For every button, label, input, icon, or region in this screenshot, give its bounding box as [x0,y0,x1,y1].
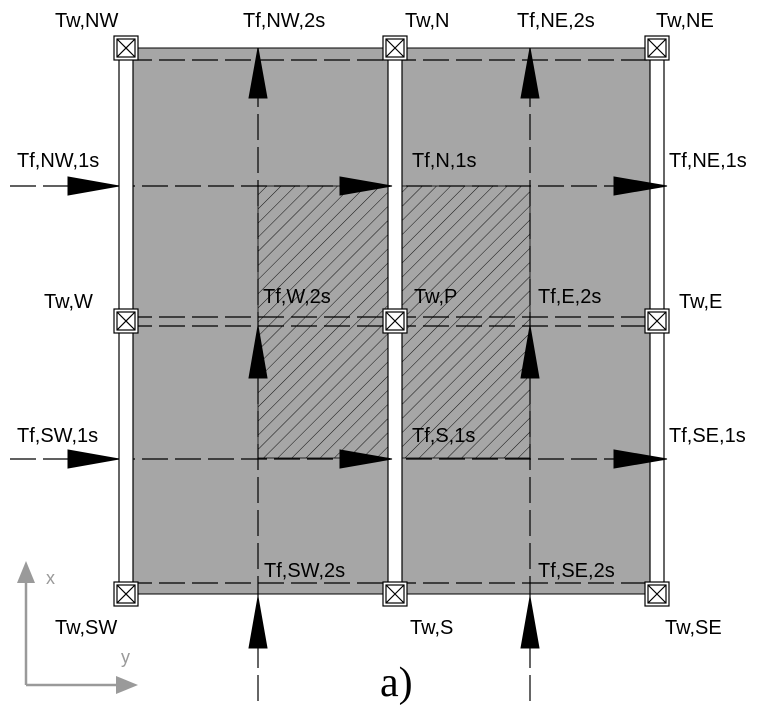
arrow-right-nw-1s [67,176,120,196]
label-tw-e: Tw,E [679,291,722,313]
node-n [382,35,408,61]
arrow-right-se-1s [613,449,668,469]
label-tf-w-2s: Tf,W,2s [263,286,331,308]
axis-x-arrowhead [17,561,35,583]
label-tw-w: Tw,W [44,291,93,313]
label-tw-sw: Tw,SW [55,617,117,639]
label-tw-p: Tw,P [414,286,457,308]
label-tw-nw: Tw,NW [55,10,118,32]
coordinate-axes [17,561,138,694]
node-e [644,308,670,334]
node-sw [113,581,139,607]
arrow-right-sw-1s [67,449,120,469]
arrow-up-nw-2s [248,47,268,99]
label-tf-sw-1s: Tf,SW,1s [17,425,98,447]
arrow-right-ne-1s [613,176,668,196]
label-tf-ne-1s: Tf,NE,1s [669,150,747,172]
label-tf-n-1s: Tf,N,1s [412,150,476,172]
arrow-right-s-1s [339,449,393,469]
label-tf-nw-2s: Tf,NW,2s [243,10,325,32]
label-tf-e-2s: Tf,E,2s [538,286,601,308]
arrow-right-n-1s [339,176,393,196]
axis-y-arrowhead [116,676,138,694]
label-tw-ne: Tw,NE [656,10,714,32]
label-tw-s: Tw,S [410,617,453,639]
arrow-up-sw-2s [248,596,268,649]
node-w [113,308,139,334]
axis-x-label: x [46,568,55,588]
wall-nodes [113,35,670,607]
figure-caption: a) [380,660,413,706]
arrow-up-w-2s [248,325,268,379]
label-tw-se: Tw,SE [665,617,722,639]
node-nw [113,35,139,61]
label-tf-sw-2s: Tf,SW,2s [264,560,345,582]
arrow-up-e-2s [520,325,540,379]
node-ne [644,35,670,61]
label-tf-nw-1s: Tf,NW,1s [17,150,99,172]
node-s [382,581,408,607]
label-tf-s-1s: Tf,S,1s [412,425,475,447]
node-p [382,308,408,334]
axis-y-label: y [121,647,130,667]
node-se [644,581,670,607]
label-tf-ne-2s: Tf,NE,2s [517,10,595,32]
label-tf-se-2s: Tf,SE,2s [538,560,615,582]
arrow-up-ne-2s [520,47,540,99]
label-tw-n: Tw,N [405,10,449,32]
arrow-up-se-2s [520,596,540,649]
flow-arrows [67,47,668,649]
label-tf-se-1s: Tf,SE,1s [669,425,746,447]
